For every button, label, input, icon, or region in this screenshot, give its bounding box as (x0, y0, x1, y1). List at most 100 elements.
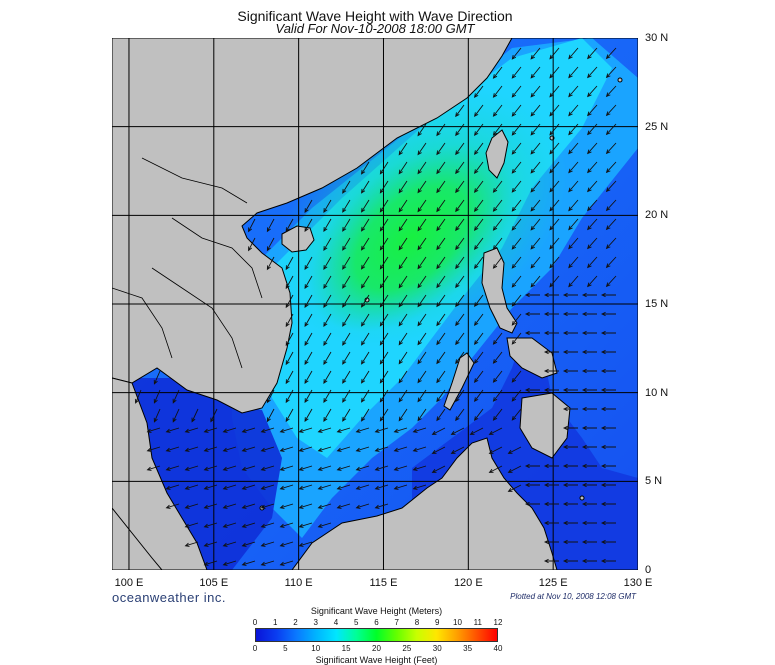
wave-arrow (455, 351, 465, 365)
wave-arrow (581, 330, 597, 336)
wave-arrow (605, 66, 617, 79)
brand-label: oceanweather inc. (112, 590, 227, 605)
wave-arrow (455, 218, 465, 232)
wave-arrow (473, 180, 484, 194)
wave-arrow (266, 218, 275, 233)
wave-arrow (511, 294, 522, 307)
wave-arrow (285, 218, 294, 233)
wave-arrow (530, 199, 541, 212)
wave-arrow (374, 465, 389, 471)
wave-arrow (285, 408, 294, 423)
wave-arrow (600, 444, 616, 450)
wave-arrow (360, 161, 370, 175)
country-borders (112, 157, 263, 369)
wave-arrow (398, 408, 408, 422)
wave-arrow (549, 85, 560, 98)
wave-arrow (543, 349, 559, 355)
wave-arrow (146, 427, 161, 433)
wave-arrow (450, 427, 465, 435)
wave-arrow (568, 199, 579, 212)
wave-arrow (568, 85, 579, 98)
wave-arrow (431, 446, 446, 454)
wave-arrow (336, 465, 351, 471)
wave-arrow (605, 161, 617, 174)
wave-arrow (562, 368, 578, 374)
wave-arrow (398, 351, 408, 365)
wave-arrow (492, 66, 503, 79)
meters-tick-label: 8 (414, 618, 420, 627)
wave-arrow (473, 389, 484, 403)
wave-arrow (587, 66, 598, 79)
wave-arrow (360, 294, 370, 308)
wave-arrow (530, 47, 541, 60)
wave-arrow (543, 539, 559, 545)
wave-arrow (203, 465, 218, 471)
wave-arrow (511, 85, 522, 98)
latitude-label: 15 N (645, 298, 669, 310)
wave-arrow (398, 218, 408, 232)
wave-arrow (549, 199, 560, 212)
border-line (171, 217, 263, 299)
wave-arrow (304, 389, 313, 404)
wave-arrow (222, 446, 237, 452)
wave-arrow (562, 349, 578, 355)
longitude-label: 115 E (369, 577, 398, 589)
wave-arrow (336, 446, 351, 452)
wave-arrow (600, 558, 616, 564)
wave-arrow (455, 199, 465, 213)
wave-arrow (379, 180, 389, 194)
wave-arrow (562, 406, 578, 412)
wave-arrow (581, 501, 597, 507)
wave-arrow (524, 463, 540, 469)
wave-arrow (184, 522, 199, 528)
wave-arrow (304, 294, 313, 309)
wave-arrow (530, 142, 541, 155)
wave-arrow (203, 484, 218, 490)
wave-arrow (530, 237, 541, 250)
wave-arrow (379, 294, 389, 308)
wave-arrow (285, 351, 294, 366)
wave-arrow (511, 47, 522, 60)
latitude-label: 0 (645, 564, 652, 576)
wave-arrow (455, 237, 465, 251)
wave-arrow (568, 142, 579, 155)
wave-arrow (543, 482, 559, 488)
wave-arrow (562, 444, 578, 450)
wave-arrow (600, 387, 616, 393)
wave-arrow (587, 142, 598, 155)
wave-arrow (600, 349, 616, 355)
wave-arrow (568, 123, 579, 136)
wave-arrow (379, 332, 389, 346)
wave-arrow (417, 237, 427, 251)
wave-arrow (600, 330, 616, 336)
wave-arrow (412, 484, 427, 490)
wave-arrow (492, 85, 503, 98)
wave-arrow (473, 332, 484, 346)
wave-arrow (360, 370, 370, 384)
meters-tick-label: 9 (435, 618, 440, 627)
wave-arrow (342, 408, 351, 422)
wave-arrow (605, 104, 617, 117)
feet-tick-label: 40 (493, 644, 503, 653)
wave-arrow (398, 294, 408, 308)
feet-tick-label: 30 (432, 644, 442, 653)
longitude-label: 130 E (623, 577, 653, 589)
wave-arrow (210, 408, 218, 423)
wave-arrow (581, 349, 597, 355)
wave-arrow (581, 368, 597, 374)
wave-arrow (374, 427, 389, 433)
wave-arrow (455, 313, 465, 327)
wave-arrow (285, 313, 294, 328)
wave-arrow (241, 465, 256, 471)
latitude-label: 20 N (645, 209, 669, 222)
wave-arrow (417, 123, 427, 137)
wave-arrow (436, 313, 446, 327)
wave-arrow (323, 351, 332, 365)
wave-arrow (379, 218, 389, 232)
wave-arrow (153, 408, 161, 423)
wave-arrow (473, 408, 484, 422)
wave-arrow (266, 237, 275, 252)
wave-arrow (317, 484, 332, 490)
longitude-label: 105 E (199, 577, 229, 589)
wave-arrow (568, 256, 579, 269)
